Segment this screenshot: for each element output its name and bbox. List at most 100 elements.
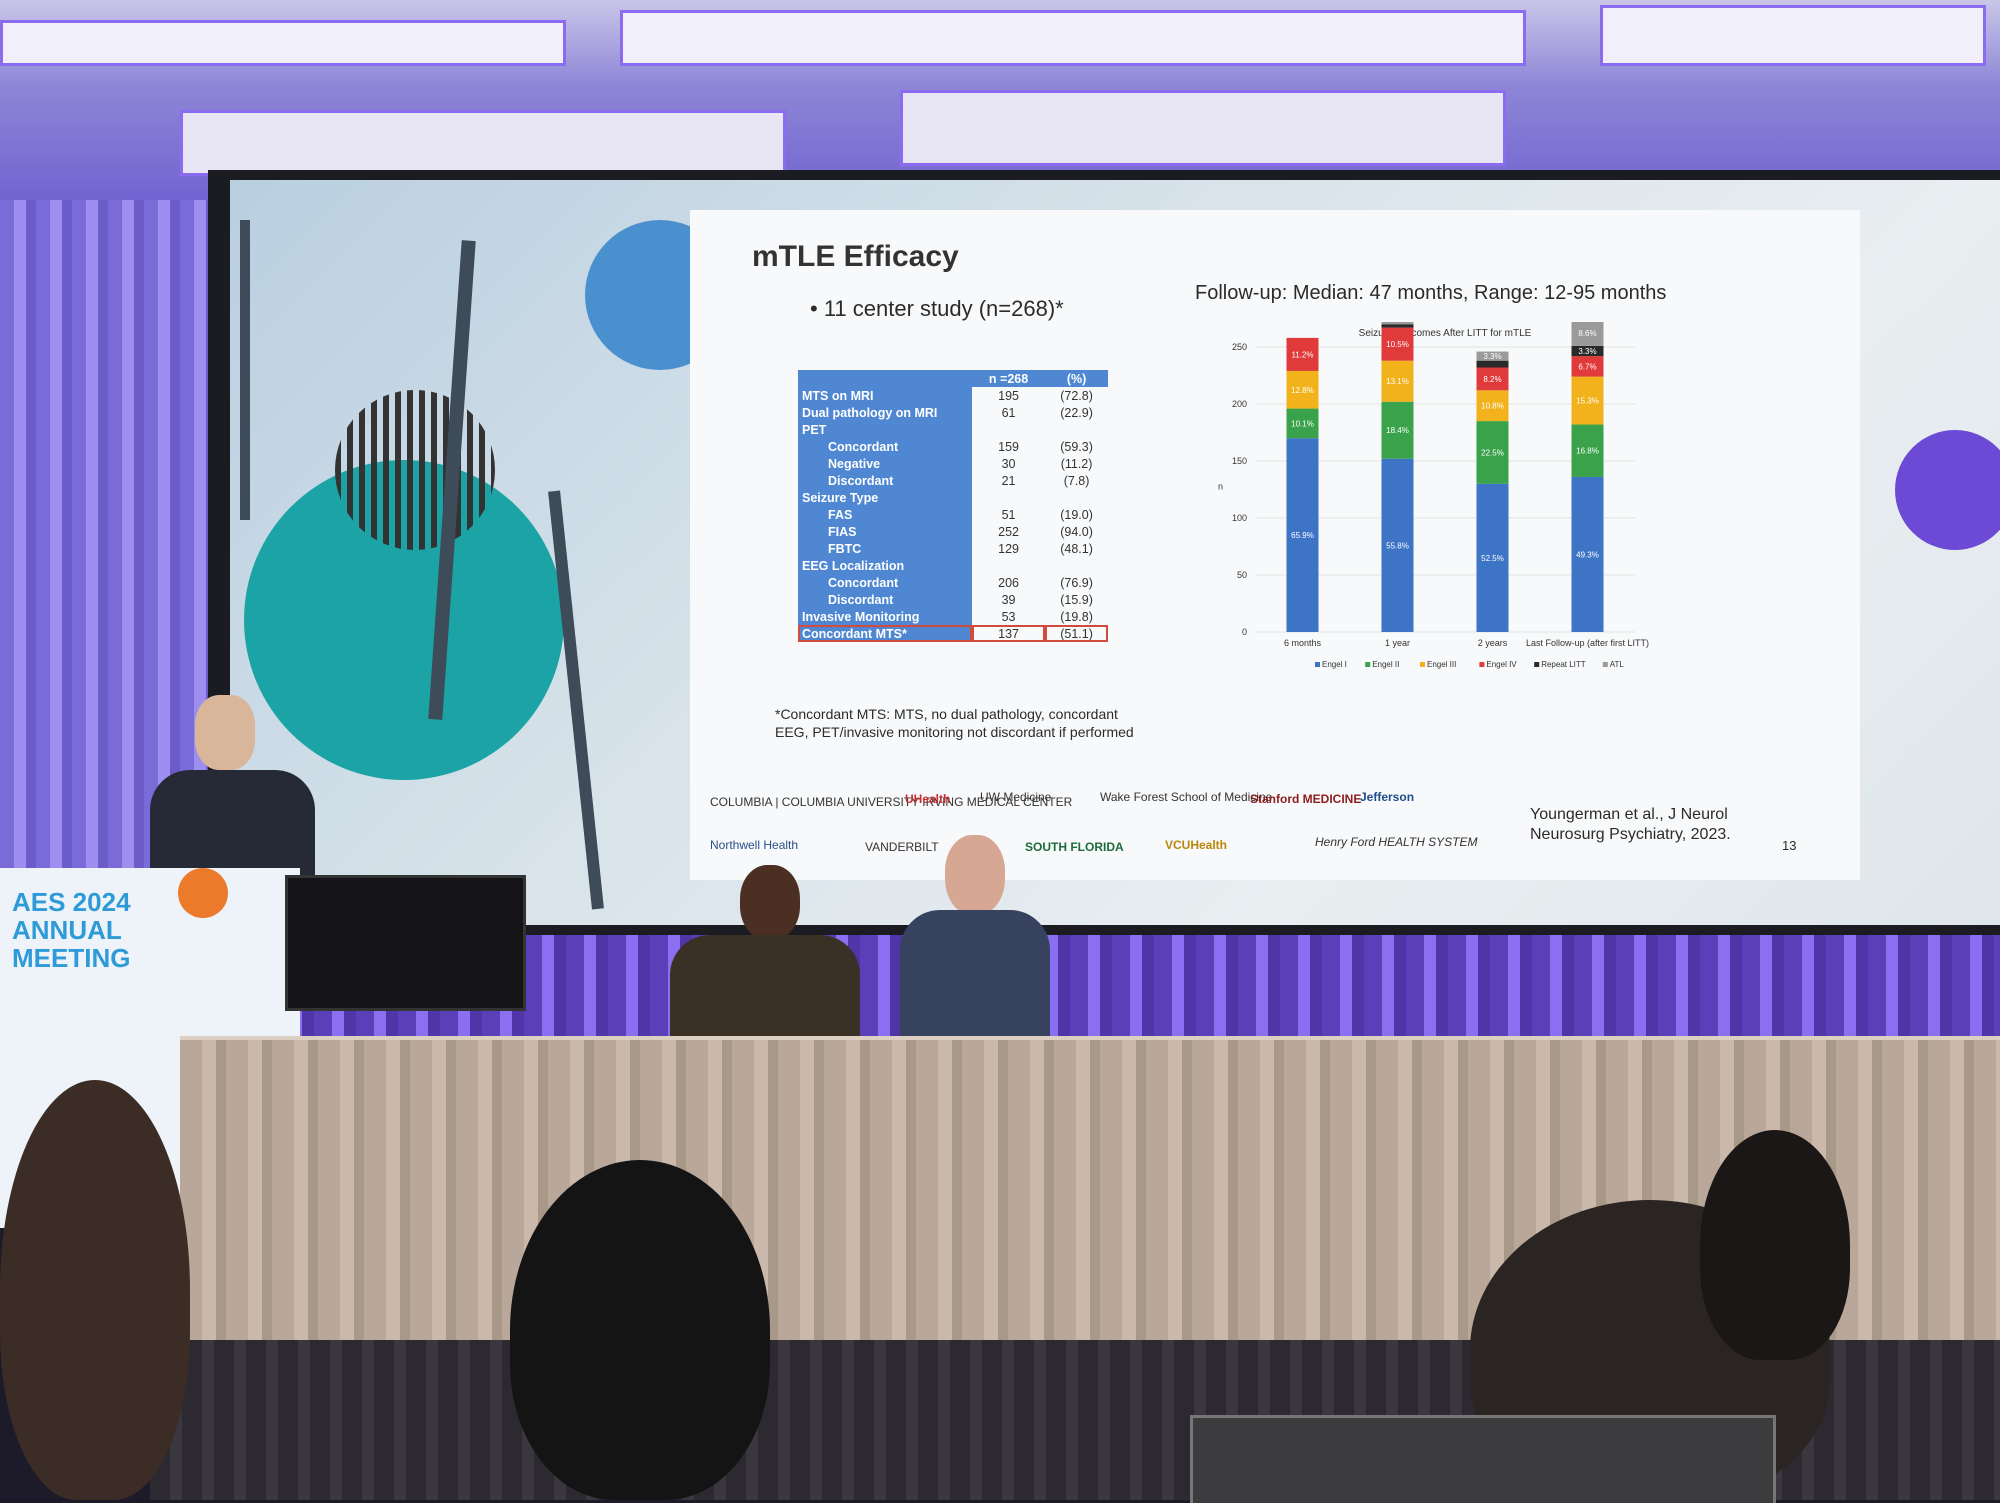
table-row: Dual pathology on MRI 61 (22.9) (798, 404, 1108, 421)
table-row-n: 21 (1001, 473, 1016, 488)
cohort-table: n =268 (%) MTS on MRI 195 (72.8) Dual patholo… (798, 370, 1108, 642)
audience-chair (1190, 1415, 1776, 1503)
bar-segment-engel-ii (1476, 421, 1509, 484)
citation: Youngerman et al., J Neurol Neurosurg Ps… (1530, 806, 1731, 843)
podium-sign: AES 2024 ANNUAL MEETING (12, 888, 131, 972)
bar-segment-repeat-litt (1476, 360, 1509, 368)
table-row-pct: (7.8) (1063, 473, 1090, 488)
data-label: 8.6% (1578, 329, 1596, 338)
bar-segment-engel-iv (1571, 356, 1604, 377)
table-header-cell: (%) (1045, 370, 1108, 387)
podium-sign-line2: ANNUAL (12, 915, 122, 945)
chart-title: Seizure Outcomes After LITT for mTLE (1359, 328, 1532, 339)
table-row-label: Concordant (798, 574, 972, 591)
table-row-n (972, 557, 1045, 574)
table-row-n (972, 489, 1045, 506)
x-tick-label: 2 years (1478, 638, 1508, 648)
logo-uw-medicine: UW Medicine (980, 790, 1052, 804)
slide-title: mTLE Efficacy (752, 240, 959, 273)
table-row-label: Invasive Monitoring (798, 608, 972, 625)
bar-segment-engel-iii (1381, 360, 1414, 402)
y-tick-label: 250 (1232, 342, 1247, 352)
orange-circle-decoration (178, 868, 228, 918)
table-row-label: Concordant MTS* (798, 625, 972, 642)
panelist-right-suit (900, 910, 1050, 1040)
table-row-label: FIAS (798, 523, 972, 540)
table-row: Discordant 39 (15.9) (798, 591, 1108, 608)
data-label: 10.1% (1291, 419, 1314, 428)
table-row-pct: (11.2) (1060, 456, 1093, 471)
data-label: 65.9% (1291, 531, 1314, 540)
table-row-pct: (19.8) (1060, 609, 1093, 624)
table-row-n: 129 (998, 541, 1019, 556)
ceiling-panel (0, 20, 566, 66)
table-row: Concordant 206 (76.9) (798, 574, 1108, 591)
table-row: Seizure Type (798, 489, 1108, 506)
bar-segment-repeat-litt (1571, 345, 1604, 357)
followup-text: Follow-up: Median: 47 months, Range: 12-… (1195, 282, 1667, 304)
ceiling-panel (180, 110, 786, 176)
bar-segment-engel-iv (1286, 337, 1319, 371)
logo-stanford: Stanford MEDICINE (1250, 792, 1362, 806)
table-row-n: 137 (972, 625, 1046, 642)
bar-segment-engel-iii (1571, 376, 1604, 425)
data-label: 16.8% (1576, 447, 1599, 456)
table-row: FAS 51 (19.0) (798, 506, 1108, 523)
ceiling-panel (900, 90, 1506, 166)
audience-head (0, 1080, 190, 1500)
data-label: 52.5% (1481, 554, 1504, 563)
y-tick-label: 200 (1232, 399, 1247, 409)
table-row-pct (1045, 421, 1108, 438)
striped-circle-decoration (335, 390, 495, 550)
table-header-cell (798, 370, 972, 387)
data-label: 8.2% (1483, 375, 1501, 384)
x-tick-label: Last Follow-up (after first LITT) (1526, 638, 1649, 648)
presenter-head (195, 695, 255, 770)
legend-swatch (1534, 662, 1540, 667)
y-tick-label: 0 (1242, 627, 1247, 637)
bar-segment-engel-iv (1381, 327, 1414, 361)
table-row-n: 51 (1001, 507, 1016, 522)
y-tick-label: 50 (1237, 570, 1247, 580)
logo-northwell: Northwell Health (710, 838, 799, 852)
data-label: 55.8% (1386, 541, 1409, 550)
data-label: 49.3% (1576, 550, 1599, 559)
footnote: *Concordant MTS: MTS, no dual pathology,… (775, 706, 1134, 740)
table-row-label: MTS on MRI (798, 387, 972, 404)
palm-tree-trunk (240, 220, 250, 520)
legend-swatch (1479, 662, 1485, 667)
bar-segment-engel-ii (1381, 401, 1414, 459)
data-label: 6.7% (1578, 362, 1596, 371)
x-tick-label: 6 months (1284, 638, 1322, 648)
logo-south-florida: SOUTH FLORIDA (1025, 840, 1124, 854)
table-row-pct: (15.9) (1060, 592, 1093, 607)
table-row-n: 61 (1001, 405, 1016, 420)
bar-segment-engel-iii (1476, 390, 1509, 422)
table-row: Discordant 21 (7.8) (798, 472, 1108, 489)
legend-entry: Engel II (1372, 660, 1399, 669)
legend-entry: Repeat LITT (1541, 660, 1586, 669)
logo-columbia: COLUMBIA | COLUMBIA UNIVERSITY IRVING ME… (710, 795, 1073, 809)
y-tick-label: 150 (1232, 456, 1247, 466)
legend-entry: ATL (1610, 660, 1625, 669)
podium-sign-line1: AES 2024 (12, 887, 131, 917)
table-row-pct: (76.9) (1060, 575, 1093, 590)
x-tick-label: 1 year (1385, 638, 1410, 648)
panelist-right-head (945, 835, 1005, 915)
data-label: 10.8% (1481, 402, 1504, 411)
table-row: Invasive Monitoring 53 (19.8) (798, 608, 1108, 625)
data-label: 18.4% (1386, 426, 1409, 435)
slide-bullet: • 11 center study (n=268)* (810, 296, 1064, 321)
table-row-label: EEG Localization (798, 557, 972, 574)
table-row-pct: (94.0) (1060, 524, 1093, 539)
podium-sign-line3: MEETING (12, 943, 131, 973)
table-row-pct (1045, 489, 1108, 506)
data-label: 3.3% (1483, 352, 1501, 361)
table-row-label: Negative (798, 455, 972, 472)
table-row: PET (798, 421, 1108, 438)
y-axis-label: n (1218, 482, 1223, 492)
slide-number: 13 (1782, 838, 1797, 853)
logo-vanderbilt: VANDERBILT (865, 840, 939, 854)
table-row-pct: (59.3) (1060, 439, 1093, 454)
table-row-n: 206 (998, 575, 1019, 590)
